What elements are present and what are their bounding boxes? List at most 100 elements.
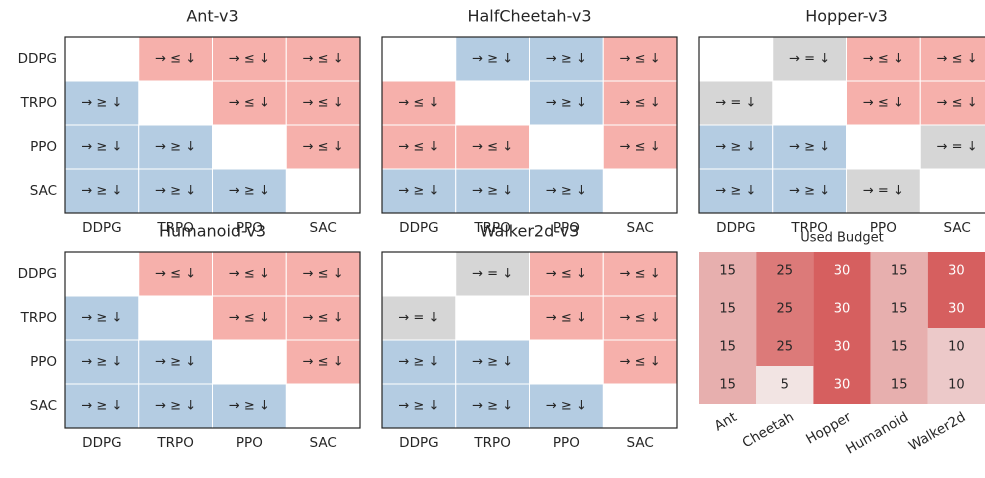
cell <box>138 339 213 385</box>
cell <box>212 251 287 297</box>
heat-cell <box>927 252 985 290</box>
cell-label: → ≥ ↓ <box>715 184 756 199</box>
cell <box>381 80 457 126</box>
cell <box>64 168 140 214</box>
cell-label: → ≥ ↓ <box>546 96 587 111</box>
cell <box>846 36 921 82</box>
cell-label: → ≤ ↓ <box>620 311 661 326</box>
column-label: DDPG <box>399 220 438 236</box>
cell-label: → ≥ ↓ <box>398 355 439 370</box>
row-label: TRPO <box>20 310 57 326</box>
frame <box>64 36 361 214</box>
cell-label: → = ↓ <box>937 140 978 155</box>
panel: Used Budget 15 25 30 15 30 15 25 30 15 30 15 25 30 15 1… <box>699 231 985 458</box>
cell-value: 10 <box>948 378 965 393</box>
cell <box>698 168 774 214</box>
row-label: SAC <box>30 183 57 199</box>
panel-title: Humanoid-v3 <box>159 222 266 241</box>
cell-label: → = ↓ <box>789 52 830 67</box>
column-label: SAC <box>627 220 654 236</box>
heat-cell <box>927 328 985 366</box>
cell <box>285 251 361 297</box>
cell-label: → ≥ ↓ <box>81 311 122 326</box>
cell <box>285 124 361 170</box>
row-label: TRPO <box>20 95 57 111</box>
cell <box>846 168 921 214</box>
cell-label: → ≤ ↓ <box>937 96 978 111</box>
cell-label: → ≥ ↓ <box>155 140 196 155</box>
cell-label: → ≥ ↓ <box>472 52 513 67</box>
cell-value: 30 <box>834 378 851 393</box>
heat-cell <box>813 328 871 366</box>
heat-cell <box>756 252 814 290</box>
cell-label: → ≤ ↓ <box>546 311 587 326</box>
heat-cell <box>870 252 928 290</box>
cell-label: → ≤ ↓ <box>229 96 270 111</box>
cell-value: 30 <box>948 264 965 279</box>
heat-cell <box>699 252 757 290</box>
column-label: PPO <box>870 220 897 236</box>
cell-label: → ≤ ↓ <box>863 96 904 111</box>
cell <box>212 36 287 82</box>
cell <box>138 36 213 82</box>
column-label: SAC <box>310 435 337 451</box>
cell-label: → ≥ ↓ <box>398 184 439 199</box>
column-label: SAC <box>310 220 337 236</box>
frame <box>64 251 361 429</box>
column-label: PPO <box>553 435 580 451</box>
cell <box>529 80 604 126</box>
cell-label: → ≤ ↓ <box>472 140 513 155</box>
cell-label: → ≤ ↓ <box>229 267 270 282</box>
cell-label: → ≥ ↓ <box>789 184 830 199</box>
panel-title: Used Budget <box>800 231 883 246</box>
cell <box>285 295 361 341</box>
cell <box>455 383 530 429</box>
cell-label: → ≥ ↓ <box>155 355 196 370</box>
column-label: DDPG <box>716 220 755 236</box>
cell-label: → ≥ ↓ <box>472 355 513 370</box>
cell <box>529 251 604 297</box>
cell <box>212 168 287 214</box>
column-label: PPO <box>236 435 263 451</box>
cell-label: → = ↓ <box>472 267 513 282</box>
heat-cell <box>756 328 814 366</box>
cell-value: 15 <box>719 340 736 355</box>
heat-cell <box>699 366 757 404</box>
cell-label: → ≥ ↓ <box>229 184 270 199</box>
cell <box>285 80 361 126</box>
cell-label: → ≤ ↓ <box>620 355 661 370</box>
cell <box>602 339 678 385</box>
cell-value: 15 <box>719 264 736 279</box>
panel: Walker2d-v3 → = ↓ → ≤ ↓ → ≤ ↓ → = ↓ → ≤ ↓ → ≤ … <box>381 222 678 451</box>
cell-label: → ≥ ↓ <box>789 140 830 155</box>
cell-value: 15 <box>719 378 736 393</box>
cell <box>285 339 361 385</box>
cell-label: → = ↓ <box>398 311 439 326</box>
cell-label: → ≤ ↓ <box>303 311 344 326</box>
cell-value: 25 <box>777 264 794 279</box>
heat-cell <box>813 252 871 290</box>
panel-title: Walker2d-v3 <box>480 222 580 241</box>
cell <box>212 80 287 126</box>
cell-label: → ≤ ↓ <box>620 96 661 111</box>
cell-label: → ≤ ↓ <box>863 52 904 67</box>
cell <box>381 295 457 341</box>
cell-label: → ≥ ↓ <box>546 52 587 67</box>
heat-cell <box>813 290 871 328</box>
row-label: PPO <box>30 139 57 155</box>
panel-title: Ant-v3 <box>186 7 238 26</box>
cell <box>138 383 213 429</box>
cell <box>212 295 287 341</box>
cell-label: → ≥ ↓ <box>229 399 270 414</box>
cell-label: → ≥ ↓ <box>472 399 513 414</box>
cell-label: → ≤ ↓ <box>229 52 270 67</box>
cell-value: 25 <box>777 302 794 317</box>
cell-label: → ≤ ↓ <box>620 267 661 282</box>
cell-label: → ≥ ↓ <box>715 140 756 155</box>
cell-value: 15 <box>891 378 908 393</box>
cell-label: → ≤ ↓ <box>546 267 587 282</box>
cell-value: 15 <box>891 264 908 279</box>
column-label: DDPG <box>399 435 438 451</box>
row-label: SAC <box>30 398 57 414</box>
